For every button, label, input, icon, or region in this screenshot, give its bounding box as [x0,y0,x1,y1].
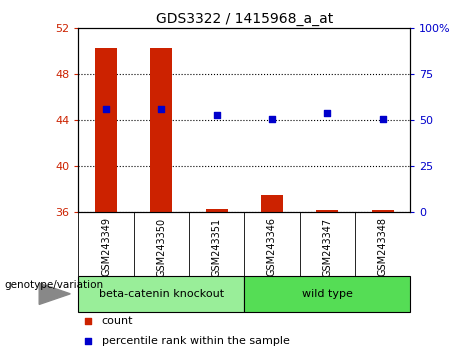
Text: percentile rank within the sample: percentile rank within the sample [101,336,290,346]
Point [85,338,92,343]
Text: GSM243346: GSM243346 [267,217,277,276]
Text: wild type: wild type [302,289,353,299]
Text: beta-catenin knockout: beta-catenin knockout [99,289,224,299]
Bar [150,48,172,212]
Text: GSM243347: GSM243347 [322,217,332,276]
Bar [372,210,394,212]
Point [268,116,276,121]
Bar [244,276,410,312]
Point [102,107,110,112]
Bar [261,195,283,212]
Text: genotype/variation: genotype/variation [5,280,104,290]
Text: GSM243349: GSM243349 [101,217,111,276]
Bar [316,210,338,212]
Bar [95,48,117,212]
Point [158,107,165,112]
Bar [78,276,244,312]
Text: GSM243350: GSM243350 [156,217,166,276]
Title: GDS3322 / 1415968_a_at: GDS3322 / 1415968_a_at [156,12,333,26]
Text: GSM243351: GSM243351 [212,217,222,276]
Bar [206,209,228,212]
Text: GSM243348: GSM243348 [378,217,388,276]
Point [85,319,92,324]
Polygon shape [39,283,70,304]
Point [379,116,386,121]
Point [324,110,331,116]
Point [213,112,220,118]
Text: count: count [101,316,133,326]
